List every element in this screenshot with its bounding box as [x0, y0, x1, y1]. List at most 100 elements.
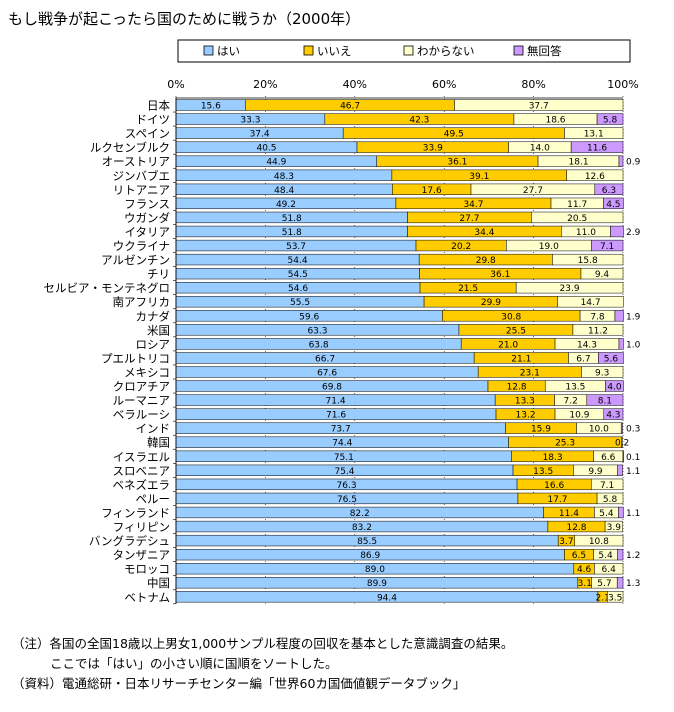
data-label: 46.7	[340, 102, 360, 112]
bar-segment	[572, 324, 624, 336]
category-label: スロベニア	[113, 464, 171, 478]
legend-swatch-2	[403, 45, 414, 56]
data-label: 85.5	[357, 537, 377, 547]
data-label: 8.1	[598, 397, 612, 407]
data-label: 34.7	[463, 200, 483, 210]
category-label: 中国	[147, 576, 170, 590]
data-label: 25.3	[555, 439, 575, 449]
x-tick-label: 100%	[607, 78, 638, 91]
data-label: 14.0	[530, 144, 550, 154]
data-label: 12.6	[585, 172, 605, 182]
data-label: 33.9	[423, 144, 443, 154]
data-label: 54.4	[288, 256, 308, 266]
data-label: 23.1	[520, 368, 540, 378]
data-label: 18.6	[545, 116, 565, 126]
bar-segment	[596, 492, 624, 505]
data-label: 4.5	[606, 200, 620, 210]
data-label: 0.9	[626, 158, 641, 168]
data-label: 3.1	[578, 579, 592, 589]
bar-segment	[618, 338, 624, 350]
data-label: 49.2	[276, 200, 296, 210]
data-label: 17.6	[422, 186, 442, 196]
data-label: 76.5	[337, 495, 357, 505]
category-label: ドイツ	[136, 113, 171, 127]
data-label: 15.6	[201, 102, 221, 112]
data-label: 11.7	[567, 200, 587, 210]
data-label: 9.9	[588, 467, 603, 477]
data-label: 20.5	[567, 214, 587, 224]
category-label: ベトナム	[124, 590, 170, 604]
data-label: 7.2	[564, 397, 578, 407]
x-tick-label: 60%	[432, 78, 456, 91]
bar-segment	[598, 352, 624, 364]
bar-segment	[618, 155, 624, 167]
data-label: 21.0	[498, 340, 518, 350]
category-label: プエルトリコ	[101, 351, 170, 365]
data-label: 30.8	[501, 312, 521, 322]
bar-segment	[594, 563, 624, 575]
category-label: クロアチア	[113, 380, 170, 394]
category-label: セルビア・モンテネグロ	[44, 281, 171, 295]
data-label: 5.4	[598, 551, 613, 561]
data-label: 6.5	[572, 551, 586, 561]
data-label: 3.9	[607, 523, 622, 533]
category-label: フィンランド	[101, 506, 170, 520]
data-label: 71.4	[326, 397, 346, 407]
data-label: 13.3	[515, 397, 535, 407]
bar-segment	[603, 408, 624, 420]
data-label: 6.6	[601, 453, 616, 463]
data-label: 4.0	[607, 383, 622, 393]
data-label: 51.8	[282, 214, 302, 224]
data-label: 1.9	[626, 312, 641, 322]
category-label: スペイン	[125, 127, 170, 141]
bar-segment	[552, 253, 624, 266]
data-label: 20.2	[451, 242, 471, 252]
data-label: 49.5	[444, 130, 464, 140]
data-label: 15.8	[578, 256, 598, 266]
data-label: 53.7	[286, 242, 306, 252]
bar-segment	[586, 394, 624, 406]
data-label: 5.7	[597, 579, 611, 589]
data-label: 66.7	[315, 354, 335, 364]
legend-swatch-1	[303, 45, 314, 56]
data-label: 11.6	[587, 144, 607, 154]
category-label: ルーマニア	[113, 394, 171, 408]
category-label: メキシコ	[124, 365, 170, 379]
category-label: ペルー	[136, 492, 171, 506]
data-label: 69.8	[322, 383, 342, 393]
data-label: 7.8	[590, 312, 605, 322]
data-label: 36.1	[447, 158, 467, 168]
data-label: 13.2	[516, 411, 536, 421]
data-label: 48.4	[274, 186, 294, 196]
data-label: 74.4	[332, 439, 352, 449]
x-tick-label: 80%	[521, 78, 545, 91]
data-label: 29.9	[481, 298, 501, 308]
data-label: 18.3	[543, 453, 563, 463]
data-label: 44.9	[266, 158, 286, 168]
bar-segment	[603, 197, 624, 210]
data-label: 11.2	[588, 326, 608, 336]
legend-label-0: はい	[217, 44, 240, 58]
category-label: インド	[136, 422, 171, 436]
legend-label-2: わからない	[417, 44, 475, 58]
data-label: 6.3	[602, 186, 616, 196]
bar-segment	[566, 169, 624, 181]
data-label: 40.5	[256, 144, 276, 154]
bar-segment	[557, 296, 624, 308]
category-label: フィリピン	[113, 520, 170, 534]
bar-segment	[594, 183, 624, 195]
bar-segment	[570, 141, 624, 153]
bar-segment	[604, 520, 623, 533]
data-label: 89.0	[365, 565, 385, 575]
bar-segment	[620, 422, 623, 434]
category-label: カナダ	[136, 309, 171, 323]
data-label: 11.0	[576, 228, 596, 238]
data-label: 55.5	[290, 298, 310, 308]
bar-segment	[617, 464, 623, 476]
data-label: 42.3	[409, 116, 429, 126]
data-label: 5.4	[599, 509, 614, 519]
data-label: 11.4	[559, 509, 579, 519]
category-label: ルクセンブルク	[90, 141, 170, 155]
data-label: 19.0	[539, 242, 559, 252]
